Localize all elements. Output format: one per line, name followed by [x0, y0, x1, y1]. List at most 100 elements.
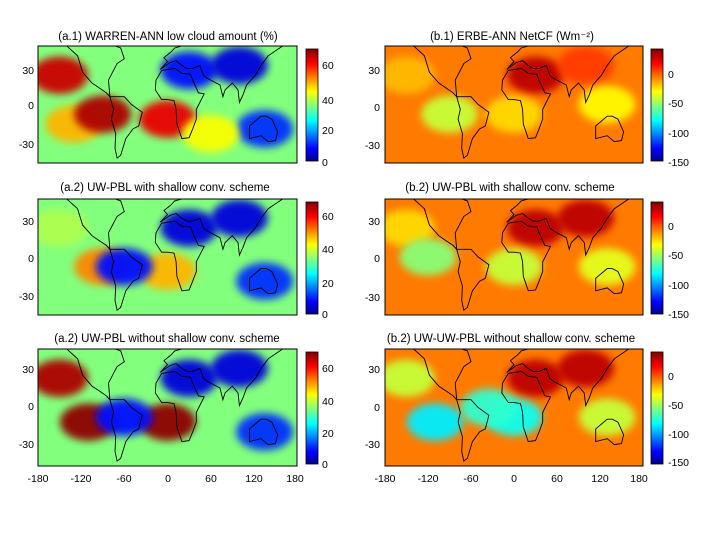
coastline — [501, 220, 552, 292]
field-region — [507, 209, 564, 247]
coastline — [506, 46, 630, 105]
field-region — [578, 248, 636, 286]
coastline — [109, 399, 143, 462]
field-region — [507, 56, 564, 94]
colorbar-tick: -100 — [668, 280, 689, 292]
colorbar-tick: -150 — [668, 457, 689, 469]
coastline — [456, 399, 490, 462]
coastline — [501, 67, 552, 140]
panel-a2-field — [38, 199, 294, 300]
ytick-label: 0 — [28, 253, 34, 265]
panel-a3-xaxis: -180 -120 -60 0 60 120 180 — [27, 473, 303, 485]
panel-b2-frame — [384, 198, 644, 316]
colorbar-tick: -100 — [668, 128, 689, 140]
colorbar-tick: 0 — [668, 221, 674, 233]
panel-b1-yaxis: 30 0 -30 — [365, 65, 380, 152]
panel-b3: (b.2) UW-UW-PBL without shallow conv. sc… — [365, 333, 689, 485]
field-region — [385, 359, 435, 397]
field-region — [485, 248, 543, 286]
panel-a2-yaxis: 30 0 -30 — [19, 216, 34, 303]
xtick-label: 180 — [286, 473, 304, 485]
ytick-label: 0 — [28, 100, 34, 112]
coastline — [249, 268, 279, 295]
ytick-label: 0 — [374, 102, 380, 114]
field-region — [95, 248, 153, 286]
field-region — [421, 95, 478, 133]
field-region — [399, 238, 457, 276]
coastline — [595, 268, 625, 295]
panel-a1-yaxis: 30 0 -30 — [19, 65, 34, 151]
xtick-label: 60 — [205, 473, 217, 485]
colorbar-tick: -100 — [668, 429, 689, 441]
panel-a3-yaxis: 30 0 -30 — [19, 364, 34, 451]
panel-b2-title: (b.2) UW-PBL with shallow conv. scheme — [405, 182, 614, 194]
coastline — [249, 115, 279, 143]
panel-a1-title: (a.1) WARREN-ANN low cloud amount (%) — [58, 31, 278, 43]
field-region — [210, 46, 268, 85]
field-region — [557, 46, 615, 85]
colorbar-tick: 0 — [668, 69, 674, 81]
field-region — [385, 56, 435, 94]
colorbar-gradient — [305, 351, 319, 465]
ytick-label: 30 — [368, 364, 380, 376]
panel-a2-frame — [37, 198, 298, 316]
field-region — [95, 398, 153, 436]
field-region — [210, 349, 268, 388]
panel-a3-field — [38, 349, 294, 451]
coastline — [506, 349, 630, 408]
xtick-label: 0 — [511, 473, 517, 485]
ytick-label: 30 — [368, 216, 380, 228]
panel-b2-continents — [411, 199, 630, 312]
ytick-label: -30 — [19, 291, 34, 303]
coastline — [154, 220, 205, 292]
coastline — [595, 418, 625, 446]
field-region — [485, 95, 543, 133]
coastline — [159, 199, 284, 257]
coastline — [411, 199, 472, 251]
colorbar-tick: 40 — [322, 244, 334, 256]
field-region — [160, 359, 218, 397]
panel-a1-continents — [65, 46, 284, 159]
xtick-label: -120 — [70, 473, 91, 485]
panel-b1-continents — [411, 46, 630, 159]
coastline — [411, 349, 472, 401]
coastline — [595, 115, 625, 143]
colorbar-tick: 40 — [322, 396, 334, 408]
panel-b3-colorbar: 0 -50 -100 -150 — [650, 351, 689, 469]
panel-b2-field — [385, 199, 636, 286]
coastline — [154, 67, 205, 140]
colorbar-tick: 0 — [322, 157, 328, 169]
colorbar-tick: 20 — [322, 428, 334, 440]
coastline — [109, 248, 143, 312]
panel-b3-frame — [384, 348, 644, 467]
field-region — [38, 359, 89, 397]
coastline — [159, 46, 284, 105]
panel-b2: (b.2) UW-PBL with shallow conv. scheme 3… — [365, 182, 689, 321]
coastline — [249, 418, 279, 446]
field-region — [38, 56, 89, 94]
colorbar-tick: 40 — [322, 95, 334, 107]
ytick-label: 30 — [22, 65, 34, 77]
xtick-label: 0 — [165, 473, 171, 485]
field-region — [557, 349, 615, 388]
panel-a1: (a.1) WARREN-ANN low cloud amount (%) 30… — [19, 31, 334, 169]
colorbar-gradient — [650, 351, 664, 465]
field-region — [182, 115, 240, 153]
field-region — [139, 100, 196, 138]
field-region — [578, 398, 636, 436]
panel-b1-frame — [384, 45, 644, 164]
panel-b1-field — [385, 46, 636, 133]
ytick-label: -30 — [365, 292, 380, 304]
field-region — [139, 403, 196, 441]
panel-a3-continents — [65, 349, 284, 462]
field-region — [507, 359, 564, 397]
panel-b3-xaxis: -180 -120 -60 0 60 120 180 — [374, 473, 647, 485]
colorbar-tick: 20 — [322, 125, 334, 137]
field-region — [160, 51, 218, 90]
xtick-label: 120 — [245, 473, 263, 485]
coastline — [154, 370, 205, 443]
panel-b3-title: (b.2) UW-UW-PBL without shallow conv. sc… — [387, 333, 635, 345]
field-region — [74, 95, 132, 133]
ytick-label: 0 — [374, 253, 380, 265]
